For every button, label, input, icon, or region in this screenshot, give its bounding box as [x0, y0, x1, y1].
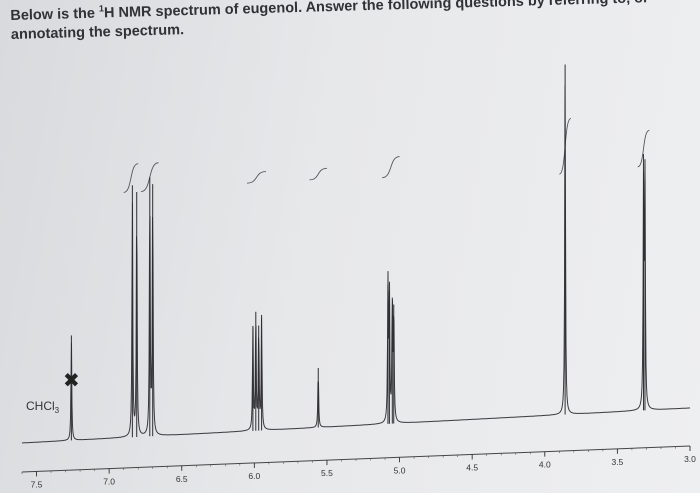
- tick-label: 3.5: [611, 457, 623, 467]
- chcl3-marker: ✖: [63, 368, 80, 392]
- integral-curves: [123, 117, 650, 193]
- integral-curve: [382, 156, 400, 179]
- tick-label: 6.5: [176, 474, 188, 484]
- tick-label: 4.0: [539, 460, 551, 470]
- tick-label: 3.0: [684, 454, 696, 464]
- integral-curve: [123, 163, 139, 193]
- tick-label: 7.5: [31, 479, 43, 489]
- chcl3-label: CHCl3: [26, 399, 60, 415]
- tick-label: 5.5: [321, 468, 333, 478]
- integral-curve: [309, 167, 327, 181]
- integral-curve: [140, 162, 159, 193]
- annotations: CHCl3✖: [26, 368, 80, 415]
- tick-label: 7.0: [103, 477, 115, 487]
- tick-label: 4.5: [466, 462, 478, 472]
- integral-curve: [247, 171, 266, 184]
- spectrum-peaks: [21, 64, 691, 444]
- tick-label: 6.0: [248, 471, 260, 481]
- tick-label: 5.0: [394, 465, 406, 475]
- spectrum-trace: [21, 85, 691, 444]
- x-axis: 7.5 7.0 6.5 6.0 5.5 5.0 4.5 4.0 3.5 3.0: [21, 445, 696, 489]
- integral-curve: [637, 129, 650, 168]
